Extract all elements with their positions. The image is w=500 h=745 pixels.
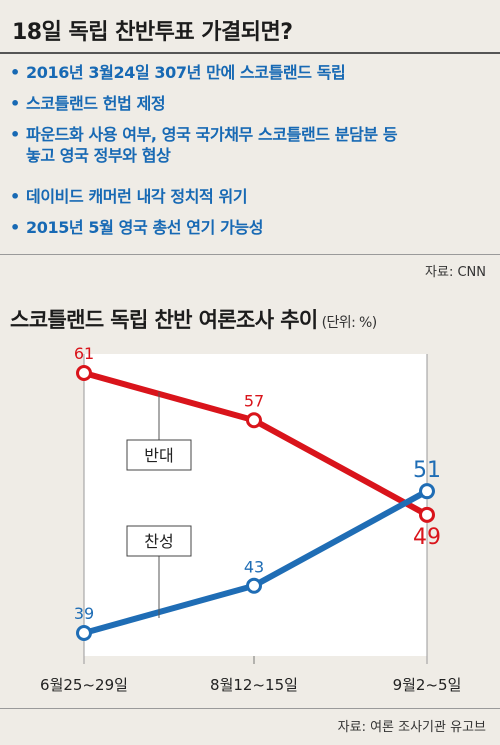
data-point bbox=[419, 483, 435, 500]
data-point bbox=[419, 506, 435, 523]
x-tick-label: 6월25~29일 bbox=[40, 676, 128, 694]
chart-title-text: 스코틀랜드 독립 찬반 여론조사 추이 bbox=[10, 308, 318, 332]
data-point bbox=[246, 577, 262, 594]
consequence-text: 스코틀랜드 헌법 제정 bbox=[26, 94, 166, 113]
data-label: 51 bbox=[413, 458, 441, 483]
data-label: 61 bbox=[74, 344, 94, 363]
data-point bbox=[76, 365, 92, 381]
legend-label: 찬성 bbox=[144, 532, 173, 551]
bullet-icon: • bbox=[10, 63, 20, 82]
data-label: 49 bbox=[413, 525, 441, 550]
chart-unit: (단위: %) bbox=[321, 315, 378, 331]
data-point bbox=[76, 625, 92, 641]
legend-box bbox=[126, 439, 192, 471]
footer-divider bbox=[0, 708, 500, 709]
consequence-item: • 데이비드 캐머런 내각 정치적 위기 bbox=[10, 186, 248, 207]
consequence-item: • 스코틀랜드 헌법 제정 bbox=[10, 93, 166, 114]
x-tick-label: 9월2~5일 bbox=[393, 676, 462, 694]
legend-label: 반대 bbox=[144, 446, 173, 465]
plot-area bbox=[84, 354, 427, 656]
data-label: 43 bbox=[244, 558, 264, 577]
consequence-item: • 2015년 5월 영국 총선 연기 가능성 bbox=[10, 217, 263, 238]
legend-box bbox=[126, 525, 192, 557]
infobox-source: 자료: CNN bbox=[425, 265, 486, 280]
title-divider bbox=[0, 52, 500, 54]
bullet-icon: • bbox=[10, 187, 20, 206]
consequence-text: 파운드화 사용 여부, 영국 국가채무 스코틀랜드 분담분 등 bbox=[26, 125, 398, 144]
section-divider bbox=[0, 254, 500, 255]
consequence-text: 놓고 영국 정부와 협상 bbox=[26, 146, 171, 165]
chart-source: 자료: 여론 조사기관 유고브 bbox=[337, 720, 486, 735]
data-label: 57 bbox=[244, 391, 264, 410]
bullet-icon: • bbox=[10, 125, 20, 144]
bullet-icon: • bbox=[10, 94, 20, 113]
consequence-text: 2016년 3월24일 307년 만에 스코틀랜드 독립 bbox=[26, 63, 346, 82]
data-point bbox=[246, 412, 262, 429]
consequence-text: 데이비드 캐머런 내각 정치적 위기 bbox=[26, 187, 248, 206]
chart-title: 스코틀랜드 독립 찬반 여론조사 추이 (단위: %) bbox=[10, 304, 377, 334]
consequence-text: 2015년 5월 영국 총선 연기 가능성 bbox=[26, 218, 264, 237]
bullet-icon: • bbox=[10, 218, 20, 237]
consequence-item: • 2016년 3월24일 307년 만에 스코틀랜드 독립 bbox=[10, 62, 346, 83]
infobox-title: 18일 독립 찬반투표 가결되면? bbox=[12, 20, 293, 45]
x-tick-label: 8월12~15일 bbox=[210, 676, 298, 694]
data-label: 39 bbox=[74, 604, 94, 623]
